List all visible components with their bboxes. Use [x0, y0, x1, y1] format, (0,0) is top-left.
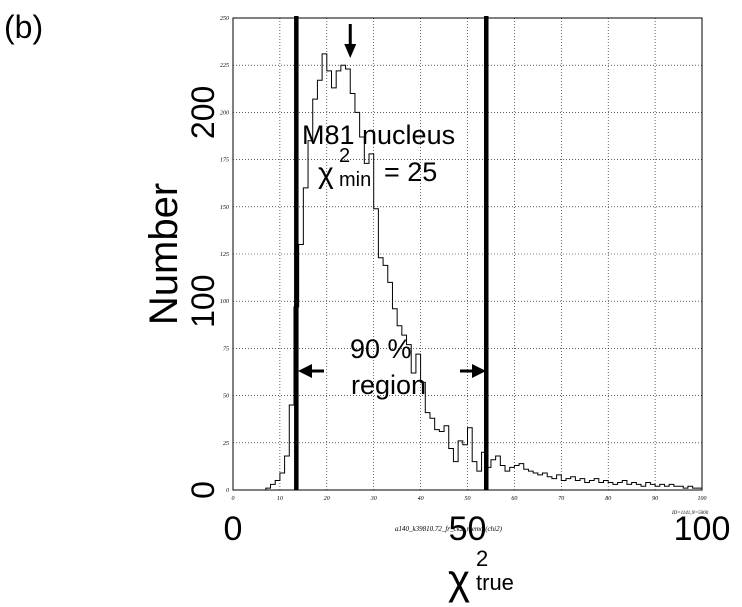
chi-min-sup: 2: [339, 145, 350, 167]
small-y-tick-label: 50: [223, 394, 229, 400]
small-x-tick-label: 0: [232, 496, 235, 502]
object-name: M81 nucleus: [302, 120, 455, 150]
region-label: region: [351, 370, 426, 400]
small-x-tick-labels: 0 10 20 30 40 50 60 70 80 90 100: [232, 495, 707, 502]
small-x-tick-label: 30: [370, 496, 377, 502]
small-x-tick-label: 50: [465, 496, 471, 502]
small-y-tick-labels: 0 25 50 75 100 125 150 175 200 225 250: [220, 16, 229, 494]
small-y-tick-label: 75: [223, 346, 229, 352]
big-y-tick-label: 0: [185, 481, 221, 499]
small-x-tick-label: 90: [652, 496, 658, 502]
small-x-tick-label: 40: [418, 495, 424, 502]
small-y-tick-label: 25: [223, 441, 229, 447]
big-y-tick-labels: 0 100 200: [185, 86, 221, 499]
region-percent: 90 %: [350, 334, 412, 364]
plot-frame: [232, 17, 703, 491]
min-marker-arrow: [344, 24, 357, 58]
x-axis-chi-symbol: χ: [448, 556, 470, 603]
small-y-tick-label: 200: [220, 110, 229, 116]
panel-label: (b): [4, 9, 43, 45]
chi-min-symbol: χ: [318, 157, 334, 190]
right-arrow-head: [472, 364, 486, 378]
small-x-tick-label: 10: [277, 496, 283, 502]
small-x-tick-label: 70: [558, 496, 564, 502]
big-y-tick-label: 100: [185, 275, 221, 328]
min-arrow-head: [344, 44, 357, 58]
small-x-tick-label: 80: [605, 496, 611, 502]
small-y-tick-label: 225: [220, 63, 229, 69]
small-y-tick-label: 0: [226, 488, 229, 494]
object-annotation: M81 nucleus χ 2 min = 25: [302, 120, 455, 191]
x-axis-label: χ 2 true: [448, 546, 514, 603]
small-x-tick-label: 60: [511, 496, 517, 502]
chi-min-value: = 25: [384, 157, 437, 187]
left-arrow-head: [298, 364, 312, 378]
small-x-tick-label: 100: [698, 496, 707, 502]
small-y-tick-label: 150: [220, 205, 229, 211]
big-x-tick-label: 50: [449, 510, 487, 548]
x-axis-sub: true: [476, 570, 514, 595]
small-y-tick-label: 125: [220, 252, 229, 258]
big-y-tick-label: 200: [185, 86, 221, 139]
small-x-tick-label: 20: [324, 496, 330, 502]
grid: [232, 17, 703, 491]
region-annotation: 90 % region: [298, 334, 486, 400]
small-y-tick-label: 100: [220, 299, 229, 305]
small-y-tick-label: 175: [220, 158, 229, 164]
histogram-series: [233, 53, 703, 491]
x-axis-sup: 2: [476, 546, 488, 571]
y-axis-label: Number: [142, 183, 186, 325]
region-lines: [294, 16, 489, 490]
big-x-tick-labels: 0 50 100: [224, 510, 731, 548]
big-x-tick-label: 0: [224, 510, 243, 548]
small-y-tick-label: 250: [220, 16, 229, 22]
chi-min-sub: min: [339, 169, 371, 191]
id-text: ID=1141,N=5000: [671, 511, 709, 516]
big-x-tick-label: 100: [674, 510, 731, 548]
footer-text: a140_k39810.72_fr_ck2_memo (chi2): [395, 525, 503, 533]
